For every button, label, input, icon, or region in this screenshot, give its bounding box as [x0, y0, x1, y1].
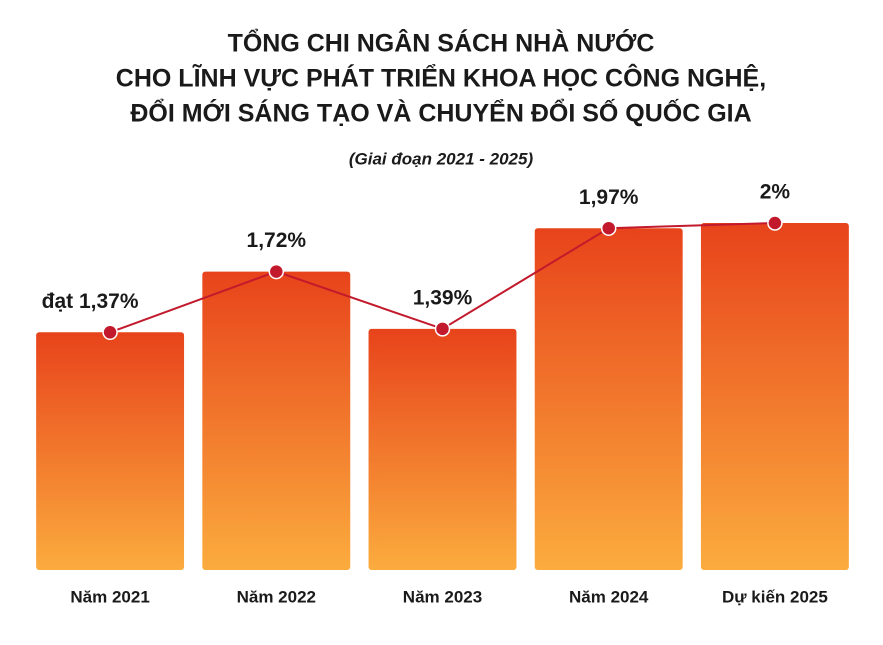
x-tick-label: Dự kiến 2025 [722, 587, 828, 606]
chart-title: TỔNG CHI NGÂN SÁCH NHÀ NƯỚC [228, 28, 655, 58]
x-tick-label: Năm 2021 [70, 587, 149, 606]
bar [36, 332, 185, 570]
chart-title: CHO LĨNH VỰC PHÁT TRIỂN KHOA HỌC CÔNG NG… [116, 63, 766, 93]
x-tick-label: Năm 2024 [569, 587, 649, 606]
bar [534, 228, 683, 570]
data-label: 1,97% [579, 186, 639, 209]
data-label: 1,72% [247, 229, 307, 252]
data-label: 1,39% [413, 286, 473, 309]
x-tick-label: Năm 2022 [237, 587, 316, 606]
data-label: đạt 1,37% [42, 290, 139, 313]
line-marker [434, 321, 451, 337]
chart-title: ĐỔI MỚI SÁNG TẠO VÀ CHUYỂN ĐỔI SỐ QUỐC G… [130, 98, 751, 128]
bar [202, 271, 351, 570]
bar [368, 328, 517, 570]
data-label: 2% [760, 181, 791, 204]
line-marker [600, 220, 617, 236]
chart-subtitle: (Giai đoạn 2021 - 2025) [349, 149, 534, 168]
line-marker [102, 324, 118, 341]
bar [700, 223, 849, 570]
x-tick-label: Năm 2023 [403, 587, 482, 606]
line-marker [268, 263, 285, 280]
line-marker [767, 215, 783, 231]
